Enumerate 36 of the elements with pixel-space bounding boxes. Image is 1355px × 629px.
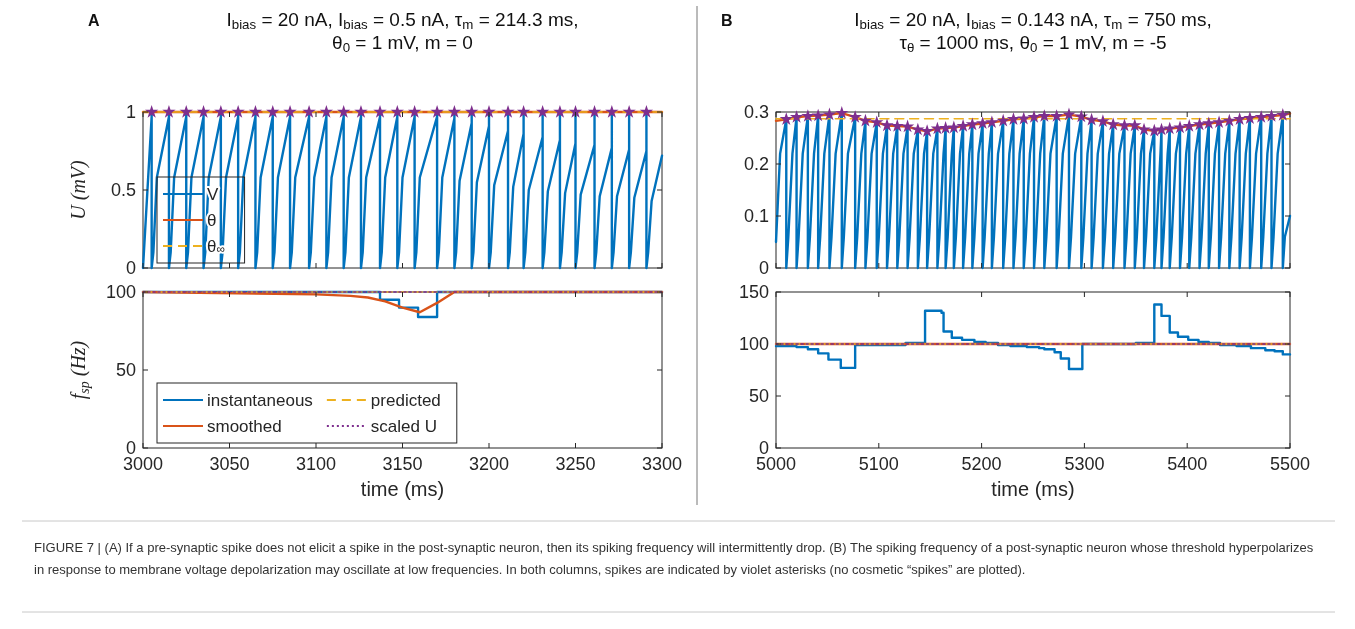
- x-tick-label: 5500: [1269, 454, 1311, 474]
- x-tick-label: 5300: [1064, 454, 1105, 474]
- x-axis-title: time (ms): [360, 478, 445, 500]
- x-tick-label: 3100: [295, 454, 337, 474]
- text: A: [88, 12, 100, 29]
- legend-label: predicted: [370, 390, 441, 410]
- x-axis-title: time (ms): [991, 478, 1075, 500]
- y-tick-label: 1: [125, 102, 136, 122]
- y-axis-title: U (mV): [67, 159, 90, 220]
- y-tick-label: 0: [758, 258, 769, 278]
- x-tick-label: 3200: [468, 454, 510, 474]
- y-tick-label: 0.5: [110, 180, 136, 200]
- chart-title: I$_{bias}$ = 20 nA, I$_{bias}$ = 0.5 nA, τ$_{m}$ = 214.3 ms, θ$_{0}$ = 1 mV, m = 0: [226, 9, 579, 56]
- legend-label: instantaneous: [207, 390, 313, 410]
- legend-label: smoothed: [207, 416, 282, 436]
- x-tick-label: 3150: [382, 454, 423, 474]
- legend-label: θ: [207, 210, 217, 230]
- chart-title: I$_{bias}$ = 20 nA, I$_{bias}$ = 0.143 nA, τ$_{m}$ = 750 ms, τ$_{θ}$ = 1000 ms, θ$_{0}$ = 1 mV, m = -5: [854, 9, 1212, 56]
- caption: FIGURE 7 | (A) If a pre-synaptic spike does not elicit a spike in the post-synaptic neuron, then its spiking frequency will intermittently drop. (B) The spiking frequency of a post-synaptic neuron whose threshold hyperpolarizes in response to membrane voltage depolarization may oscillate at low frequencies. In both columns, spikes are indicated by violet asterisks (no cosmetic “spikes” are plotted).: [34, 540, 1314, 577]
- y-tick-label: 0.3: [743, 102, 769, 122]
- x-tick-label: 3300: [641, 454, 683, 474]
- x-tick-label: 5200: [961, 454, 1002, 474]
- x-tick-label: 5400: [1167, 454, 1208, 474]
- y-tick-label: 100: [738, 334, 769, 354]
- y-tick-label: 0: [125, 258, 136, 278]
- y-tick-label: 0.1: [743, 206, 769, 226]
- x-tick-label: 3050: [209, 454, 250, 474]
- y-tick-label: 0.2: [743, 154, 769, 174]
- x-tick-label: 3250: [555, 454, 596, 474]
- y-tick-label: 150: [738, 282, 769, 302]
- y-tick-label: 100: [105, 282, 136, 302]
- y-tick-label: 50: [748, 386, 769, 406]
- legend-label: scaled U: [370, 416, 437, 436]
- x-tick-label: 5100: [858, 454, 899, 474]
- text: B: [721, 12, 733, 29]
- y-tick-label: 50: [115, 360, 136, 380]
